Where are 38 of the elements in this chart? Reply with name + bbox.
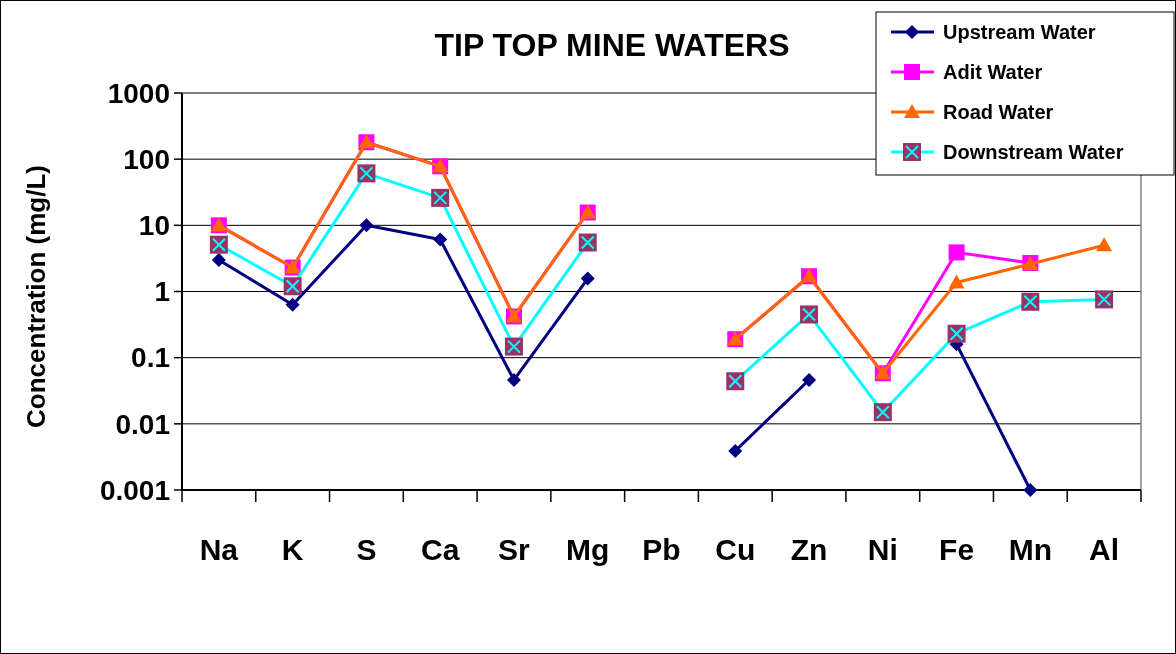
point [802,372,817,387]
x-tick-label: Mn [1008,533,1053,566]
legend-label: Downstream Water [943,141,1124,163]
x-tick-label: Mg [566,533,610,566]
x-tick-label: Fe [939,533,975,566]
point [1096,237,1113,252]
point [211,252,226,267]
x-tick-label: Zn [790,533,828,566]
y-tick-label: 0.01 [115,408,170,440]
x-tick-label: Ni [867,533,898,566]
y-tick-label: 10 [138,210,170,242]
legend-label: Adit Water [943,61,1043,83]
point [506,372,521,387]
x-tick-label: Sr [498,533,531,566]
x-tick-label: Na [199,533,239,566]
x-tick-label: Al [1089,533,1120,566]
x-tick-label: S [356,533,377,566]
y-tick-label: 0.001 [99,474,170,506]
x-tick-label: Ca [421,533,460,566]
y-tick-label: 1 [154,276,170,308]
point [580,271,595,286]
y-tick-label: 1000 [107,77,170,109]
point [285,297,300,312]
legend-label: Road Water [943,101,1054,123]
point [948,244,965,261]
point [1023,483,1038,497]
legend-label: Upstream Water [943,21,1096,43]
point [728,443,743,458]
y-tick-label: 0.1 [131,342,170,374]
x-tick-label: Cu [715,533,756,566]
y-axis-title: Concentration (mg/L) [21,165,51,428]
x-tick-label: K [281,533,304,566]
point [433,232,448,247]
chart-title: TIP TOP MINE WATERS [434,27,790,63]
y-tick-label: 100 [123,143,170,175]
point [359,218,374,233]
x-tick-label: Pb [642,533,681,566]
point [948,274,965,289]
